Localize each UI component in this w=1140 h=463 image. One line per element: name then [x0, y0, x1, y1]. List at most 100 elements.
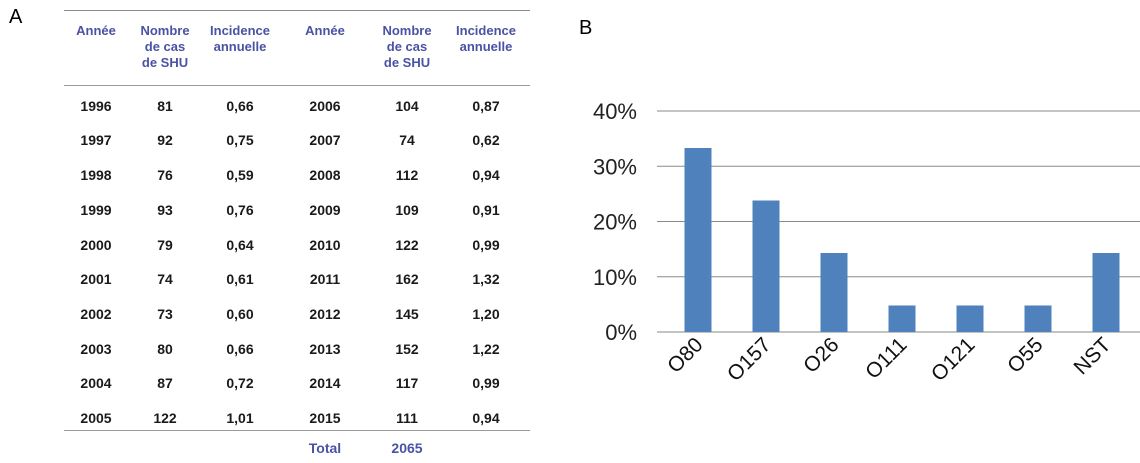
table-cell: 2006	[309, 98, 341, 114]
table-cell: 0,64	[226, 237, 254, 253]
table-cell: 117	[395, 375, 419, 391]
table-cell: 104	[395, 98, 419, 114]
bar-o26	[820, 252, 848, 332]
table-cell: 73	[157, 306, 173, 322]
bar-o157	[752, 200, 780, 332]
table-cell: 162	[395, 271, 419, 287]
x-tick-label: O121	[927, 333, 980, 386]
x-tick-label: O157	[723, 333, 776, 386]
table-cell: 2004	[80, 375, 112, 391]
table-cell: 1,22	[472, 341, 500, 357]
header-incidence-2: Incidence annuelle	[456, 23, 516, 54]
table-cell: 92	[157, 132, 173, 148]
table-cell: 0,87	[472, 98, 500, 114]
table-cell: 0,94	[472, 410, 500, 426]
table-cell: 2000	[80, 237, 112, 253]
table-cell: 79	[157, 237, 173, 253]
table-row: 1996 81 0,66 2006 104 0,87	[64, 89, 530, 123]
table-cell: 112	[395, 167, 419, 183]
table-cell: 2013	[309, 341, 341, 357]
table-cell: 0,61	[226, 271, 254, 287]
table-cell: 2001	[80, 271, 112, 287]
header-annee-2: Année	[305, 23, 345, 38]
table-cell: 1997	[80, 132, 112, 148]
total-label: Total	[308, 440, 342, 456]
table-cell: 111	[396, 410, 418, 426]
y-tick-label: 30%	[593, 154, 637, 179]
bar-o111	[888, 305, 916, 332]
table-row: 2005 122 1,01 2015 111 0,94	[64, 401, 530, 435]
table-cell: 122	[395, 237, 419, 253]
table-header-rule	[64, 85, 530, 86]
panel-label-a: A	[9, 6, 23, 28]
table-cell: 145	[395, 306, 419, 322]
table-cell: 0,94	[472, 167, 500, 183]
table-cell: 109	[395, 202, 419, 218]
table-row: 1997 92 0,75 2007 74 0,62	[64, 123, 530, 157]
table-cell: 1996	[80, 98, 112, 114]
table-cell: 0,60	[226, 306, 254, 322]
header-nombre-cas-1: Nombre de cas de SHU	[140, 23, 190, 70]
table-cell: 74	[399, 132, 415, 148]
table-cell: 1,01	[226, 410, 254, 426]
table-cell: 0,66	[226, 341, 254, 357]
shu-incidence-table: Année Nombre de cas de SHU Incidence ann…	[64, 10, 530, 456]
serogroup-bar-chart: 0% 10% 20% 30% 40% O80 O157 O26 O111 O121 O55 NST	[593, 99, 1140, 386]
x-tick-label: O111	[861, 333, 911, 383]
y-tick-label: 20%	[593, 210, 637, 235]
table-cell: 2009	[309, 202, 341, 218]
y-tick-label: 0%	[605, 320, 637, 345]
table-cell: 2002	[80, 306, 112, 322]
table-cell: 80	[157, 341, 173, 357]
header-nombre-cas-2: Nombre de cas de SHU	[382, 23, 432, 70]
table-cell: 2015	[309, 410, 341, 426]
header-annee-1: Année	[76, 23, 116, 38]
bar-o121	[956, 305, 984, 332]
table-cell: 2007	[309, 132, 341, 148]
table-cell: 0,75	[226, 132, 254, 148]
table-cell: 76	[157, 167, 173, 183]
table-cell: 0,91	[472, 202, 500, 218]
x-tick-label: O55	[1003, 333, 1047, 377]
x-tick-label: O26	[799, 333, 843, 377]
bars	[684, 148, 1120, 332]
table-row: 2000 79 0,64 2010 122 0,99	[64, 228, 530, 262]
gridlines	[657, 110, 1140, 333]
table-cell: 2014	[309, 375, 341, 391]
table-cell: 0,72	[226, 375, 254, 391]
table-row: 1999 93 0,76 2009 109 0,91	[64, 193, 530, 227]
table-cell: 93	[157, 202, 173, 218]
table-cell: 74	[157, 271, 173, 287]
table-cell: 0,76	[226, 202, 254, 218]
x-axis-labels: O80 O157 O26 O111 O121 O55 NST	[663, 333, 1115, 386]
table-row: 2002 73 0,60 2012 145 1,20	[64, 297, 530, 331]
table-cell: 122	[153, 410, 177, 426]
table-cell: 0,99	[472, 237, 500, 253]
y-tick-label: 10%	[593, 265, 637, 290]
table-cell: 1,32	[472, 271, 500, 287]
table-cell: 2005	[80, 410, 112, 426]
bar-o55	[1024, 305, 1052, 332]
table-row: 2004 87 0,72 2014 117 0,99	[64, 366, 530, 400]
table-cell: 0,66	[226, 98, 254, 114]
table-cell: 0,59	[226, 167, 254, 183]
bar-o80	[684, 148, 712, 332]
table-row: 2001 74 0,61 2011 162 1,32	[64, 262, 530, 296]
table-cell: 1,20	[472, 306, 500, 322]
table-cell: 2003	[80, 341, 112, 357]
x-tick-label: NST	[1070, 333, 1116, 379]
table-top-rule	[64, 10, 530, 11]
table-cell: 1999	[80, 202, 112, 218]
table-row: 1998 76 0,59 2008 112 0,94	[64, 158, 530, 192]
total-value: 2065	[391, 440, 423, 456]
table-cell: 2010	[309, 237, 341, 253]
bar-nst	[1092, 252, 1120, 332]
table-cell: 2011	[309, 271, 341, 287]
table-cell: 81	[157, 98, 173, 114]
table-cell: 2008	[309, 167, 341, 183]
panel-label-b: B	[579, 17, 593, 39]
table-cell: 0,99	[472, 375, 500, 391]
table-cell: 1998	[80, 167, 112, 183]
x-tick-label: O80	[663, 333, 707, 377]
table-row: 2003 80 0,66 2013 152 1,22	[64, 332, 530, 366]
